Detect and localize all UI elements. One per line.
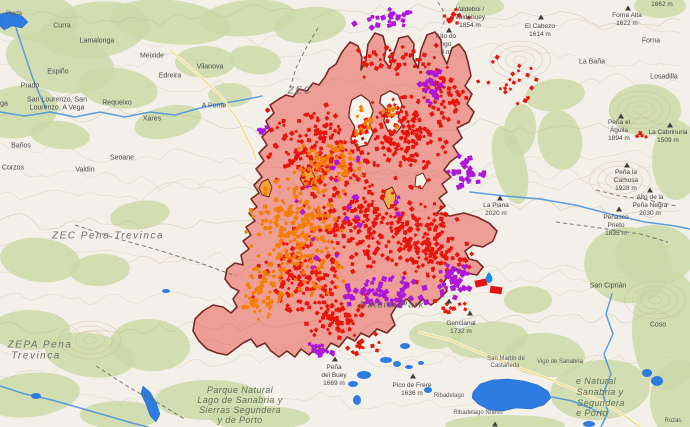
water-layer <box>0 11 690 427</box>
boundary-paths-layer <box>74 1 677 421</box>
extra-markers-layer <box>474 272 503 295</box>
hotspots-layer <box>240 6 648 359</box>
roads-layer <box>169 48 641 427</box>
